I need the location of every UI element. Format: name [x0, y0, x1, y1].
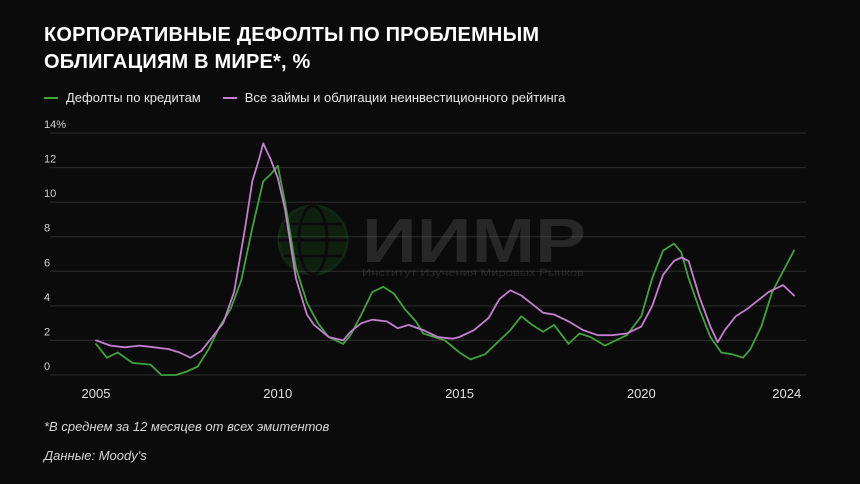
legend-label-loan-defaults: Дефолты по кредитам [66, 90, 201, 105]
x-tick-label: 2015 [445, 386, 474, 401]
chart-title: Корпоративные дефолты по проблемным обли… [44, 24, 540, 73]
chart-legend: Дефолты по кредитам Все займы и облигаци… [44, 90, 587, 105]
legend-item-high-yield: Все займы и облигации неинвестиционного … [222, 90, 566, 105]
legend-label-high-yield: Все займы и облигации неинвестиционного … [244, 90, 566, 105]
x-tick-label: 2024 [772, 386, 801, 401]
x-tick-label: 2010 [263, 386, 292, 401]
y-tick-label: 2 [44, 326, 50, 338]
legend-swatch-green [44, 96, 58, 99]
y-tick-label: 4 [44, 292, 50, 304]
watermark-name: ИИМР [362, 207, 586, 276]
y-tick-label: 0 [44, 361, 50, 373]
legend-item-loan-defaults: Дефолты по кредитам [44, 90, 201, 105]
ticks-layer: 0 2 4 6 8 10 12 14% 2005 2010 2015 2020 2024 [44, 119, 801, 401]
legend-swatch-purple [222, 96, 237, 99]
footnote: *В среднем за 12 месяцев от всех эмитент… [44, 419, 330, 434]
watermark-subtitle: Институт Изучения Мировых Рынков [362, 268, 584, 279]
y-tick-label: 10 [44, 188, 56, 200]
source-note: Данные: Moody's [44, 448, 147, 463]
series-layer [95, 142, 795, 376]
watermark: ИИМР Институт Изучения Мировых Рынков [277, 204, 586, 279]
grid-layer [50, 132, 806, 376]
x-tick-label: 2020 [627, 386, 656, 401]
y-tick-label: 6 [44, 257, 50, 269]
series-line-high-yield [95, 142, 795, 359]
x-tick-label: 2005 [82, 386, 111, 401]
y-tick-label: 8 [44, 223, 50, 235]
y-tick-label: 14% [44, 119, 66, 131]
y-tick-label: 12 [44, 154, 56, 166]
